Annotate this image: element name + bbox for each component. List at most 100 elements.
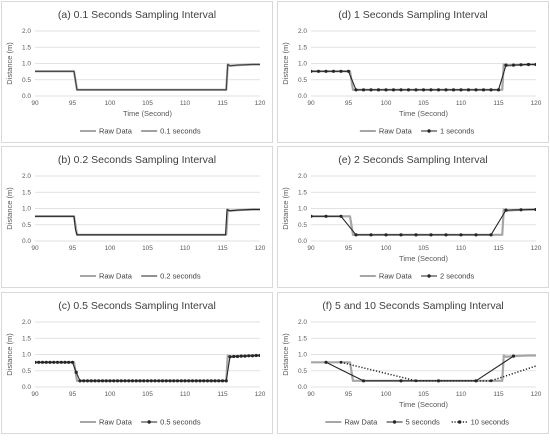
data-point <box>429 88 432 91</box>
x-tick-label: 110 <box>180 245 191 252</box>
data-point <box>131 379 134 382</box>
data-point <box>45 361 48 364</box>
data-point <box>82 379 85 382</box>
data-point <box>459 88 462 91</box>
data-point <box>444 233 447 236</box>
y-tick-label: 1.5 <box>22 44 31 51</box>
x-tick-label: 90 <box>307 391 315 398</box>
data-point <box>384 88 387 91</box>
data-point <box>519 208 522 211</box>
x-tick-label: 95 <box>69 245 77 252</box>
data-point <box>93 379 96 382</box>
y-axis-title: Distance (m) <box>281 187 290 230</box>
x-tick-label: 115 <box>217 245 228 252</box>
y-tick-label: 0.0 <box>298 384 307 391</box>
x-tick-label: 105 <box>418 245 429 252</box>
y-tick-label: 2.0 <box>298 28 307 35</box>
y-tick-label: 0.5 <box>22 77 31 84</box>
chart-title: (a) 0.1 Seconds Sampling Interval <box>58 9 216 21</box>
data-point <box>48 361 51 364</box>
x-tick-label: 95 <box>69 100 77 107</box>
data-point <box>512 64 515 67</box>
data-point <box>210 379 213 382</box>
legend-label: Raw Data <box>99 272 133 281</box>
data-point <box>123 379 126 382</box>
data-point <box>90 379 93 382</box>
data-point <box>60 361 63 364</box>
x-tick-label: 110 <box>456 245 467 252</box>
data-point <box>176 379 179 382</box>
chart-title: (b) 0.2 Seconds Sampling Interval <box>58 154 216 166</box>
x-axis-title: Time (Second) <box>399 400 448 409</box>
x-tick-label: 105 <box>142 391 153 398</box>
y-tick-label: 0.5 <box>298 222 307 229</box>
y-tick-label: 0.0 <box>22 238 31 245</box>
y-tick-label: 1.5 <box>298 189 307 196</box>
data-point <box>116 379 119 382</box>
y-tick-label: 0.0 <box>298 93 307 100</box>
y-tick-label: 1.0 <box>22 206 31 213</box>
data-point <box>399 379 402 382</box>
data-point <box>429 233 432 236</box>
x-tick-label: 100 <box>381 245 392 252</box>
data-point <box>324 361 327 364</box>
y-tick-label: 2.0 <box>22 319 31 326</box>
data-point <box>504 64 507 67</box>
data-point <box>187 379 190 382</box>
data-point <box>324 215 327 218</box>
y-tick-label: 2.0 <box>22 173 31 180</box>
x-tick-label: 105 <box>142 245 153 252</box>
data-point <box>392 88 395 91</box>
data-point <box>206 379 209 382</box>
data-point <box>168 379 171 382</box>
data-point <box>407 88 410 91</box>
x-tick-label: 90 <box>307 245 315 252</box>
data-point <box>240 355 243 358</box>
y-axis-title: Distance (m) <box>5 187 14 230</box>
data-point <box>67 361 70 364</box>
legend-marker <box>427 129 430 132</box>
data-point <box>474 233 477 236</box>
chart-panel-1: (d) 1 Seconds Sampling Interval0.00.51.0… <box>278 2 549 143</box>
data-point <box>161 379 164 382</box>
data-point <box>228 355 231 358</box>
y-tick-label: 1.5 <box>298 44 307 51</box>
y-tick-label: 2.0 <box>22 28 31 35</box>
legend-label: 5 seconds <box>406 418 440 427</box>
data-point <box>437 88 440 91</box>
x-axis-title: Time (Second) <box>399 109 448 118</box>
data-point <box>225 379 228 382</box>
chart-title: (c) 0.5 Seconds Sampling Interval <box>58 300 216 312</box>
data-point <box>519 63 522 66</box>
x-tick-label: 115 <box>493 391 504 398</box>
data-point <box>482 88 485 91</box>
y-tick-label: 1.5 <box>298 335 307 342</box>
x-tick-label: 120 <box>255 100 266 107</box>
data-point <box>384 233 387 236</box>
legend-label: Raw Data <box>99 127 133 136</box>
data-point <box>317 70 320 73</box>
y-tick-label: 0.0 <box>22 93 31 100</box>
x-tick-label: 105 <box>142 100 153 107</box>
data-point <box>236 355 239 358</box>
x-tick-label: 120 <box>531 245 542 252</box>
y-tick-label: 0.5 <box>22 368 31 375</box>
data-point <box>369 233 372 236</box>
y-tick-label: 0.5 <box>298 368 307 375</box>
x-tick-label: 110 <box>456 391 467 398</box>
legend-label: 2 seconds <box>440 272 474 281</box>
x-tick-label: 100 <box>381 391 392 398</box>
data-point <box>414 233 417 236</box>
data-point <box>213 379 216 382</box>
x-tick-label: 90 <box>31 245 39 252</box>
data-point <box>75 371 78 374</box>
data-point <box>247 354 250 357</box>
data-point <box>255 354 258 357</box>
data-point <box>112 379 115 382</box>
data-point <box>127 379 130 382</box>
y-tick-label: 0.0 <box>298 238 307 245</box>
x-tick-label: 110 <box>180 391 191 398</box>
x-tick-label: 105 <box>418 100 429 107</box>
data-point <box>497 88 500 91</box>
